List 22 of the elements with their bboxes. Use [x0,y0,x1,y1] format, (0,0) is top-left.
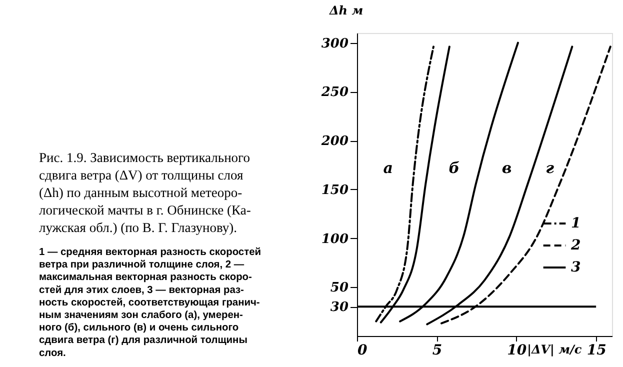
x-axis-title: |ΔV| м/с [527,342,582,356]
annotation: б [448,159,460,177]
annotation: а [383,159,393,177]
x-tick-label: 0 [358,342,368,358]
x-tick-label: 5 [432,342,442,358]
legend-label: 1 [571,216,581,232]
text: Рис. 1.9. Зависимость вертикального сдвига ветра (ΔV) от толщины слоя (Δh) по данным высотной метеоро- логической мачты в г. Обнинске (Ка- лужская обл.) (по В. Г. Глазунову). [39,150,252,235]
y-tick-label: 100 [321,232,348,247]
y-tick-label: 50 [330,280,348,296]
y-tick-label: 250 [320,85,348,100]
y-axis-title: Δh м [328,4,364,18]
y-tick-label: 300 [321,36,348,52]
x-tick-label: 10 [507,342,527,358]
x-tick-label: 15 [586,342,606,358]
text: 1 — средняя векторная разность скоростей ветра при различной толщине слоя, 2 — максимальная векторная разность скоро- стей для этих слоев, 3 — векторная раз- ность скоростей, соответствующая гранич- ным значениям зон слабого (а), умерен- ного (б), сильного (в) и очень сильного сдвига ветра (г) для различной толщины слоя. [39,247,262,359]
y-tick-label: 150 [321,182,348,198]
legend-label: 2 [570,238,581,254]
annotation: г [546,159,555,177]
y-tick-label: 200 [320,134,348,150]
legend-label: 3 [571,260,581,276]
annotation: в [502,159,512,177]
y-tick-label: 30 [330,300,348,316]
